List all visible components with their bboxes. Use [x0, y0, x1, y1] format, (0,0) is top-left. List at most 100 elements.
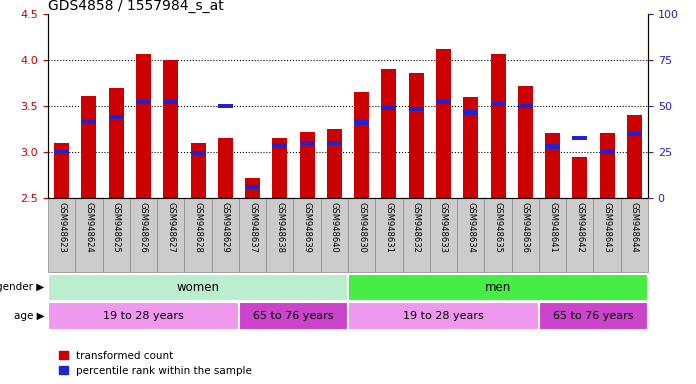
Bar — [381, 106, 397, 110]
Bar — [599, 133, 615, 198]
Bar — [299, 132, 315, 198]
Bar — [136, 100, 151, 104]
Text: GSM948634: GSM948634 — [466, 202, 475, 253]
Text: GSM948629: GSM948629 — [221, 202, 230, 252]
Text: GSM948638: GSM948638 — [276, 202, 285, 253]
Bar — [164, 100, 178, 104]
Bar — [545, 133, 560, 198]
Bar — [375, 198, 402, 272]
Bar — [191, 151, 205, 155]
Bar — [566, 198, 594, 272]
Text: GSM948636: GSM948636 — [521, 202, 530, 253]
Bar — [109, 88, 124, 198]
Bar — [491, 55, 505, 198]
Bar — [48, 274, 348, 301]
Bar — [48, 198, 75, 272]
Bar — [457, 198, 484, 272]
Bar — [436, 100, 451, 104]
Text: GDS4858 / 1557984_s_at: GDS4858 / 1557984_s_at — [48, 0, 223, 13]
Bar — [539, 302, 648, 330]
Bar — [348, 302, 539, 330]
Bar — [239, 302, 348, 330]
Bar — [272, 144, 287, 147]
Bar — [54, 143, 69, 198]
Bar — [512, 198, 539, 272]
Bar — [484, 198, 512, 272]
Text: GSM948625: GSM948625 — [111, 202, 120, 252]
Text: GSM948637: GSM948637 — [248, 202, 257, 253]
Bar — [81, 96, 97, 198]
Bar — [572, 136, 587, 140]
Bar — [48, 302, 239, 330]
Bar — [81, 119, 97, 124]
Text: GSM948631: GSM948631 — [384, 202, 393, 253]
Bar — [54, 150, 69, 154]
Bar — [212, 198, 239, 272]
Bar — [266, 198, 294, 272]
Text: GSM948632: GSM948632 — [411, 202, 420, 253]
Text: GSM948644: GSM948644 — [630, 202, 639, 252]
Bar — [157, 198, 184, 272]
Bar — [348, 274, 648, 301]
Text: 19 to 28 years: 19 to 28 years — [403, 311, 484, 321]
Text: 19 to 28 years: 19 to 28 years — [103, 311, 184, 321]
Bar — [599, 150, 615, 154]
Bar — [491, 102, 505, 106]
Text: GSM948628: GSM948628 — [193, 202, 203, 253]
Bar — [136, 53, 151, 198]
Bar — [518, 86, 532, 198]
Bar — [354, 121, 369, 125]
Bar — [299, 141, 315, 145]
Text: GSM948640: GSM948640 — [330, 202, 339, 252]
Bar — [627, 115, 642, 198]
Text: GSM948633: GSM948633 — [439, 202, 448, 253]
Text: GSM948641: GSM948641 — [548, 202, 557, 252]
Bar — [109, 115, 124, 119]
Text: 65 to 76 years: 65 to 76 years — [553, 311, 633, 321]
Bar — [354, 92, 369, 198]
Text: GSM948623: GSM948623 — [57, 202, 66, 253]
Text: GSM948627: GSM948627 — [166, 202, 175, 253]
Bar — [239, 198, 266, 272]
Bar — [245, 185, 260, 189]
Text: GSM948630: GSM948630 — [357, 202, 366, 253]
Text: age ▶: age ▶ — [14, 311, 45, 321]
Text: women: women — [177, 281, 219, 294]
Text: men: men — [485, 281, 511, 294]
Bar — [272, 138, 287, 198]
Bar — [184, 198, 212, 272]
Bar — [464, 97, 478, 198]
Text: 65 to 76 years: 65 to 76 years — [253, 311, 333, 321]
Bar — [518, 104, 532, 108]
Bar — [402, 198, 430, 272]
Bar — [191, 143, 205, 198]
Bar — [572, 157, 587, 198]
Text: GSM948643: GSM948643 — [603, 202, 612, 253]
Bar — [409, 107, 424, 111]
Bar — [321, 198, 348, 272]
Bar — [164, 60, 178, 198]
Bar — [218, 104, 232, 108]
Text: GSM948624: GSM948624 — [84, 202, 93, 252]
Bar — [545, 144, 560, 149]
Text: GSM948642: GSM948642 — [576, 202, 585, 252]
Bar — [130, 198, 157, 272]
Bar — [327, 141, 342, 145]
Bar — [430, 198, 457, 272]
Text: GSM948639: GSM948639 — [303, 202, 312, 253]
Bar — [594, 198, 621, 272]
Bar — [75, 198, 102, 272]
Bar — [348, 198, 375, 272]
Bar — [464, 110, 478, 114]
Legend: transformed count, percentile rank within the sample: transformed count, percentile rank withi… — [59, 351, 252, 376]
Bar — [627, 132, 642, 136]
Bar — [294, 198, 321, 272]
Bar — [218, 138, 232, 198]
Text: GSM948635: GSM948635 — [493, 202, 503, 253]
Bar — [621, 198, 648, 272]
Bar — [102, 198, 130, 272]
Bar — [436, 49, 451, 198]
Bar — [381, 69, 397, 198]
Bar — [539, 198, 566, 272]
Text: GSM948626: GSM948626 — [139, 202, 148, 253]
